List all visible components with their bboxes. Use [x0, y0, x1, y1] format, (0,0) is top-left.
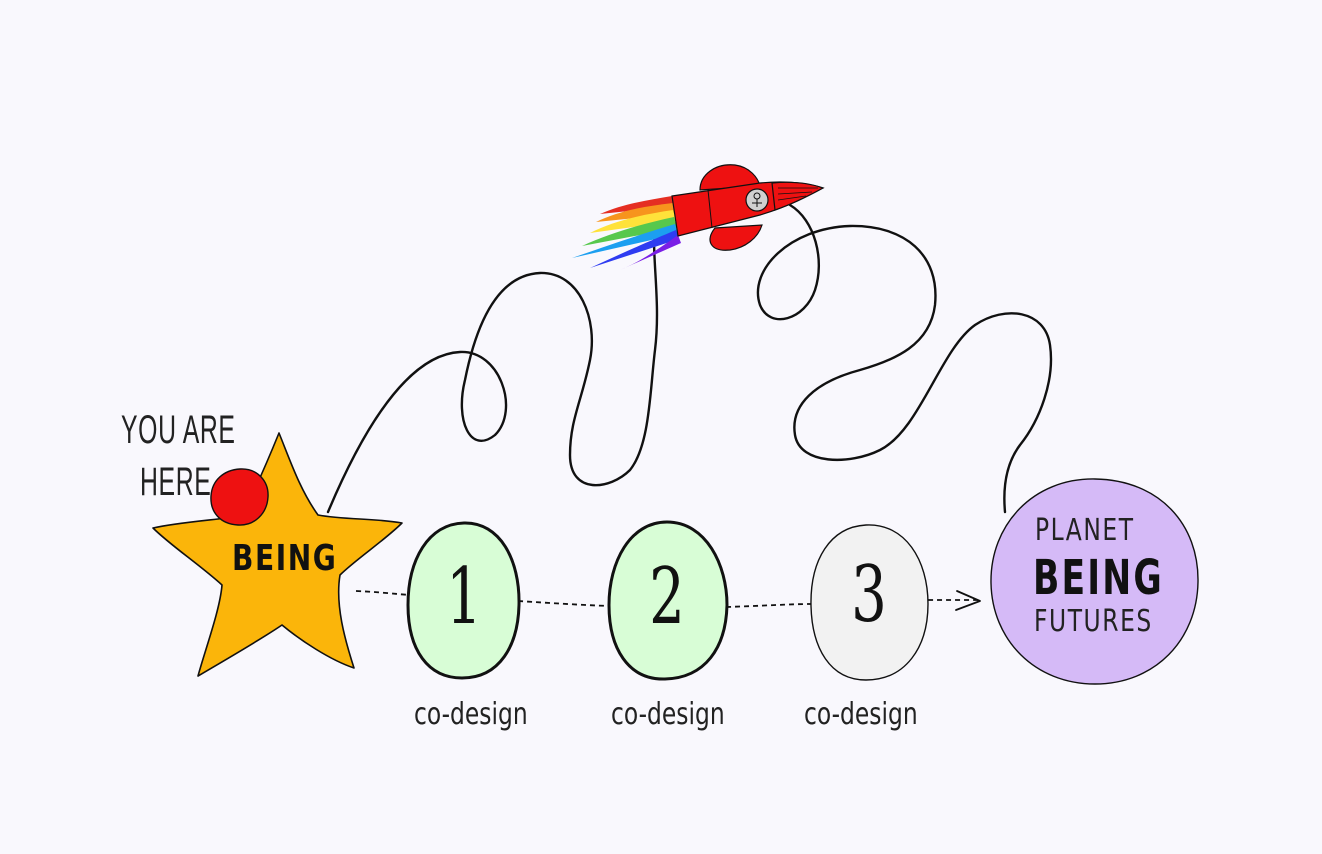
rocket-icon: [572, 164, 825, 270]
dashed-connector: [355, 590, 978, 608]
red-dot-marker: [210, 468, 269, 526]
you-are-here-line2: HERE: [140, 460, 212, 504]
planet-line3: FUTURES: [1034, 604, 1153, 639]
step-3-caption: co-design: [804, 697, 918, 732]
step-2-blob: [607, 520, 729, 681]
step-3-blob: [810, 524, 929, 681]
winding-path-rocket-tail: [756, 203, 1053, 514]
planet-line1: PLANET: [1035, 513, 1135, 548]
step-1-blob: [406, 521, 521, 680]
planet-circle: [990, 478, 1199, 685]
rainbow-trail: [572, 196, 681, 270]
star-being-label: BEING: [232, 538, 338, 579]
step-2-caption: co-design: [611, 697, 725, 732]
planet-line2: BEING: [1033, 550, 1164, 606]
step-1-number: 1: [446, 552, 482, 642]
step-3-number: 3: [851, 550, 887, 640]
arrow-head-icon: [955, 590, 981, 611]
step-2-number: 2: [649, 552, 685, 642]
star-shape: [152, 432, 403, 677]
you-are-here-line1: YOU ARE: [121, 408, 236, 452]
step-1-caption: co-design: [414, 697, 528, 732]
winding-path: [326, 238, 659, 514]
